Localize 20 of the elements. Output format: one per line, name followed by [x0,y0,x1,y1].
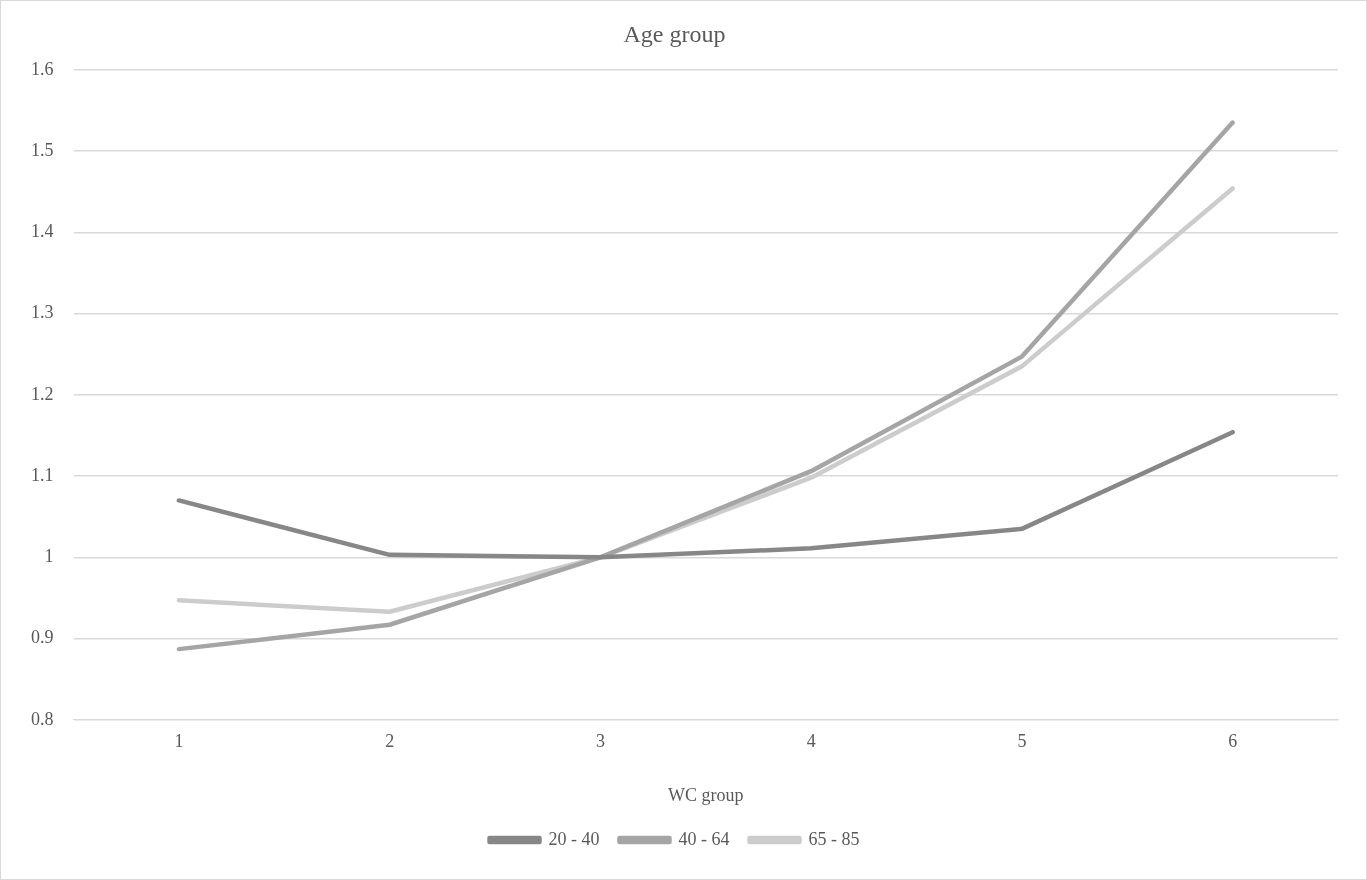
y-tick-label: 1.4 [31,221,54,242]
y-tick-label: 1.2 [31,383,54,404]
x-tick-label: 1 [174,731,184,752]
x-tick-label: 4 [806,731,816,752]
chart-title: Age group [623,20,726,47]
x-tick-label: 2 [385,731,395,752]
x-tick-label: 3 [595,731,605,752]
legend-label: 65 - 85 [808,828,860,849]
x-axis-title: WC group [668,784,744,805]
y-tick-label: 1.5 [31,139,54,160]
y-tick-label: 0.8 [31,708,54,729]
x-tick-label: 6 [1228,731,1238,752]
y-tick-label: 1.6 [31,58,54,79]
y-tick-label: 1.3 [31,302,54,323]
x-tick-label: 5 [1017,731,1027,752]
legend-label: 40 - 64 [678,828,730,849]
y-tick-label: 1 [44,546,54,567]
y-tick-label: 1.1 [31,464,54,485]
legend-label: 20 - 40 [548,828,600,849]
y-tick-label: 0.9 [31,627,54,648]
